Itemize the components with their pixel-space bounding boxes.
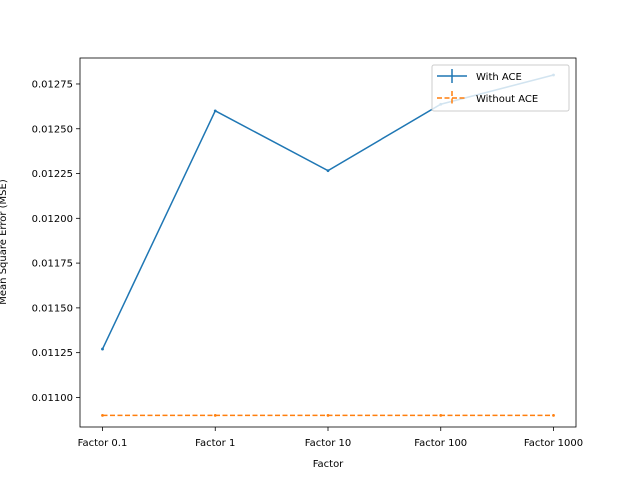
x-tick-label: Factor 0.1	[78, 438, 128, 449]
y-tick-label: 0.01225	[32, 169, 73, 180]
x-axis-ticks: Factor 0.1 Factor 1 Factor 10 Factor 100 Fac…	[78, 427, 583, 449]
y-tick-label: 0.01150	[32, 303, 73, 314]
legend: With ACE Without ACE	[431, 64, 570, 112]
legend-label-without-ace: Without ACE	[476, 94, 538, 105]
x-axis-label: Factor	[313, 459, 344, 470]
y-tick-label: 0.01250	[32, 124, 73, 135]
x-tick-label: Factor 1	[195, 438, 235, 449]
y-tick-label: 0.01200	[32, 214, 73, 225]
data-point	[213, 413, 217, 417]
y-tick-label: 0.01125	[32, 348, 73, 359]
data-point	[101, 347, 104, 351]
x-tick-label: Factor 10	[305, 438, 352, 449]
data-point	[326, 413, 330, 417]
data-point	[552, 413, 555, 417]
data-point	[326, 169, 330, 173]
y-axis-label: Mean Square Error (MSE)	[0, 179, 9, 305]
x-tick-label: Factor 100	[414, 438, 467, 449]
data-point	[439, 413, 443, 417]
data-point	[213, 109, 217, 113]
data-point	[101, 413, 104, 417]
y-tick-label: 0.01100	[32, 393, 73, 404]
y-tick-label: 0.01275	[32, 79, 73, 90]
y-axis-ticks: 0.01100 0.01125 0.01150 0.01175 0.01200 0.012…	[32, 79, 80, 404]
x-tick-label: Factor 1000	[524, 438, 583, 449]
y-tick-label: 0.01175	[32, 259, 73, 270]
legend-label-with-ace: With ACE	[476, 72, 522, 83]
plot-area	[80, 58, 576, 427]
